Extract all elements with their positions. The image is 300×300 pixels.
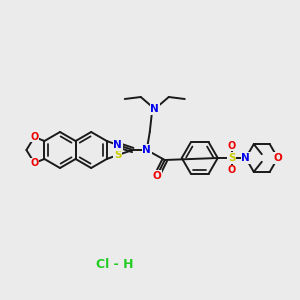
Text: N: N bbox=[142, 145, 151, 155]
Text: N: N bbox=[242, 153, 250, 163]
Text: O: O bbox=[152, 171, 161, 181]
Text: S: S bbox=[114, 150, 122, 160]
Text: O: O bbox=[228, 165, 236, 175]
Text: Cl - H: Cl - H bbox=[96, 259, 134, 272]
Text: O: O bbox=[30, 132, 38, 142]
Text: O: O bbox=[273, 153, 282, 163]
Text: O: O bbox=[30, 158, 38, 168]
Text: O: O bbox=[228, 141, 236, 151]
Text: S: S bbox=[228, 153, 236, 163]
Text: N: N bbox=[150, 104, 159, 114]
Text: N: N bbox=[113, 140, 122, 150]
